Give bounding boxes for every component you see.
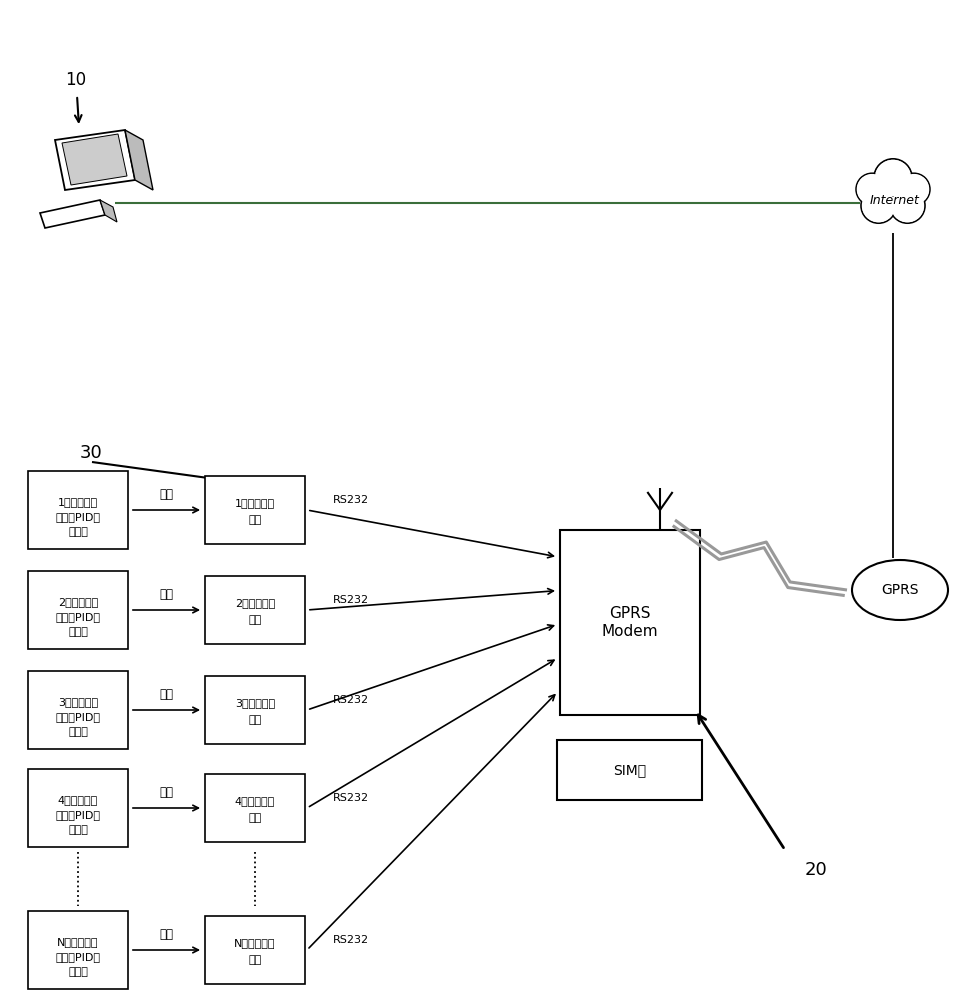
Circle shape [861,188,896,223]
Text: RS232: RS232 [333,935,369,945]
Polygon shape [125,130,153,190]
Text: GPRS
Modem: GPRS Modem [601,606,659,639]
Text: 系统: 系统 [248,615,262,625]
Polygon shape [100,200,117,222]
Bar [28,911,128,989]
Text: 内嵌: 内嵌 [160,488,173,502]
Circle shape [874,159,912,197]
Text: 自适应PID控: 自适应PID控 [55,810,100,820]
Text: N号锅炉控制: N号锅炉控制 [234,938,275,948]
Circle shape [857,175,886,204]
Polygon shape [55,130,135,190]
Text: 2号锅炉控制: 2号锅炉控制 [234,598,275,608]
Bar [205,676,305,744]
Text: 自适应PID控: 自适应PID控 [55,512,100,522]
Text: 10: 10 [65,71,87,89]
Text: RS232: RS232 [333,495,369,505]
Text: 系统: 系统 [248,813,262,823]
Bar [28,671,128,749]
Circle shape [891,190,923,222]
Text: 系统: 系统 [248,955,262,965]
Circle shape [856,173,888,205]
Circle shape [890,188,925,223]
Text: 4号锅炉控制: 4号锅炉控制 [234,796,275,806]
Text: N号锅炉模糊: N号锅炉模糊 [57,937,98,947]
Bar [557,740,702,800]
Text: GPRS: GPRS [882,583,919,597]
Text: 系统: 系统 [248,515,262,525]
Text: 制系统: 制系统 [68,627,88,637]
Text: 制系统: 制系统 [68,527,88,537]
Text: 系统: 系统 [248,715,262,725]
Bar [28,471,128,549]
Text: 制系统: 制系统 [68,825,88,835]
Bar [560,530,700,715]
Text: 内嵌: 内嵌 [160,928,173,942]
Polygon shape [40,200,105,228]
Bar [205,916,305,984]
Text: 4号锅炉模糊: 4号锅炉模糊 [57,795,98,805]
Circle shape [876,160,911,195]
Circle shape [862,190,894,222]
Text: 制系统: 制系统 [68,727,88,737]
Text: SIM卡: SIM卡 [613,763,646,777]
Bar [205,576,305,644]
Text: 3号锅炉模糊: 3号锅炉模糊 [58,697,98,707]
Circle shape [898,173,930,205]
Ellipse shape [852,560,948,620]
Text: 1号锅炉控制: 1号锅炉控制 [234,498,275,508]
Text: RS232: RS232 [333,793,369,803]
Text: RS232: RS232 [333,695,369,705]
Text: 20: 20 [805,861,828,879]
Text: 自适应PID控: 自适应PID控 [55,952,100,962]
Text: 内嵌: 内嵌 [160,688,173,702]
Text: Internet: Internet [870,194,919,207]
Bar [28,769,128,847]
Polygon shape [62,134,127,185]
Circle shape [899,175,928,204]
Text: 30: 30 [80,444,103,462]
Text: RS232: RS232 [333,595,369,605]
Text: 自适应PID控: 自适应PID控 [55,612,100,622]
Text: 内嵌: 内嵌 [160,588,173,601]
Text: 3号锅炉控制: 3号锅炉控制 [234,698,275,708]
Text: 2号锅炉模糊: 2号锅炉模糊 [57,597,98,607]
Text: 制系统: 制系统 [68,967,88,977]
Bar [205,476,305,544]
Text: 内嵌: 内嵌 [160,786,173,800]
Bar [205,774,305,842]
Bar [28,571,128,649]
Text: 自适应PID控: 自适应PID控 [55,712,100,722]
Text: 1号锅炉模糊: 1号锅炉模糊 [58,497,98,507]
